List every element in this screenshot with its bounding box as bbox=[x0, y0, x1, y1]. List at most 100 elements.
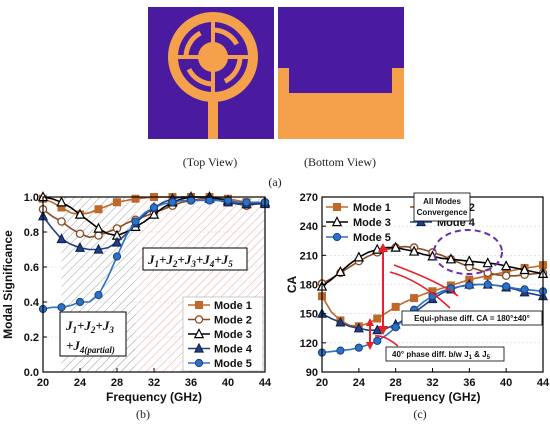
data-point bbox=[390, 241, 401, 252]
data-point bbox=[131, 194, 140, 203]
y-axis-label: CA bbox=[285, 276, 299, 294]
data-point bbox=[501, 271, 511, 280]
data-point bbox=[336, 346, 345, 355]
data-point bbox=[75, 297, 85, 307]
equi-phase-label: Equi-phase diff. CA = 180°±40° bbox=[414, 314, 530, 323]
legend-entry: Mode 1 bbox=[214, 300, 252, 312]
data-point bbox=[93, 222, 104, 233]
x-tick-label: 44 bbox=[537, 377, 550, 389]
legend-entry: Mode 5 bbox=[353, 232, 391, 244]
equi-phase-box bbox=[401, 310, 543, 326]
legend-entry: Mode 4 bbox=[214, 344, 253, 356]
data-point bbox=[391, 323, 400, 332]
arrow-head-down bbox=[378, 326, 388, 335]
data-point bbox=[111, 236, 123, 247]
data-point bbox=[335, 316, 346, 327]
x-tick-label: 32 bbox=[426, 377, 438, 389]
data-point bbox=[56, 196, 67, 207]
data-point bbox=[500, 260, 512, 271]
y-axis-label: Modal Significance bbox=[1, 230, 15, 339]
series-3 bbox=[316, 241, 549, 291]
data-point bbox=[74, 242, 86, 252]
series-layer bbox=[316, 241, 549, 357]
legend-entry: Mode 3 bbox=[353, 217, 391, 229]
x-tick-label: 36 bbox=[185, 377, 197, 389]
x-tick-label: 32 bbox=[148, 377, 160, 389]
data-point bbox=[482, 257, 493, 268]
data-point bbox=[186, 196, 196, 205]
ground-plane bbox=[278, 68, 404, 139]
legend-entry: Mode 5 bbox=[214, 358, 252, 370]
x-axis-label: Frequency (GHz) bbox=[384, 390, 480, 404]
data-point bbox=[465, 281, 474, 290]
arrow-head-up bbox=[378, 243, 388, 252]
annotation-box-partial bbox=[59, 311, 127, 357]
data-point bbox=[519, 264, 530, 275]
data-point bbox=[168, 198, 177, 207]
equi-phase-pointer bbox=[389, 271, 451, 309]
data-point bbox=[353, 251, 365, 262]
legend-marker bbox=[331, 216, 343, 227]
legend-entry: Mode 1 bbox=[353, 202, 391, 214]
data-point bbox=[445, 253, 457, 264]
top-view-antenna bbox=[148, 7, 274, 139]
data-point bbox=[502, 282, 511, 291]
legend-entry: Mode 2 bbox=[214, 315, 252, 327]
phase-arrows bbox=[366, 243, 459, 350]
x-tick-label: 20 bbox=[316, 377, 328, 389]
data-point bbox=[242, 198, 251, 207]
caption-c: (c) bbox=[413, 407, 426, 421]
y-tick-label: 180 bbox=[300, 280, 318, 292]
convergence-label-2: Convergence bbox=[417, 208, 468, 217]
caption-b: (b) bbox=[136, 407, 150, 421]
data-point bbox=[131, 217, 140, 226]
top-view-caption: (Top View) bbox=[183, 155, 238, 169]
x-tick-label: 20 bbox=[37, 377, 49, 389]
convergence-label-1: All Modes bbox=[423, 197, 461, 206]
y-tick-label: 270 bbox=[300, 192, 318, 204]
legend-marker bbox=[194, 300, 203, 309]
data-point bbox=[464, 255, 475, 266]
data-point bbox=[113, 198, 122, 207]
annotation-partial-currents: J1+J2+J3 +J4(partial) bbox=[59, 311, 127, 357]
data-point bbox=[353, 322, 364, 333]
x-tick-label: 24 bbox=[74, 377, 87, 389]
data-point bbox=[391, 302, 400, 311]
data-point bbox=[205, 196, 214, 205]
bottom-view-antenna bbox=[278, 7, 404, 139]
y-tick-label: 150 bbox=[300, 309, 318, 321]
y-tick-label: 1.0 bbox=[24, 192, 39, 204]
convergence-ellipse bbox=[433, 229, 503, 275]
y-tick-label: 0.8 bbox=[24, 227, 39, 239]
chart-modal-significance: 20 24 28 32 36 40 44 0.0 0.2 0.4 0.6 0.8 1.0 Frequen… bbox=[1, 191, 272, 404]
data-point bbox=[56, 233, 67, 244]
data-point bbox=[74, 208, 86, 219]
arrow-head-up-2 bbox=[366, 318, 374, 326]
data-point bbox=[520, 285, 529, 294]
data-point bbox=[354, 343, 363, 352]
annotation-box-all bbox=[142, 247, 248, 271]
x-tick-label: 40 bbox=[500, 377, 512, 389]
data-point bbox=[223, 196, 233, 205]
data-point bbox=[75, 229, 85, 238]
phase-40-box bbox=[385, 346, 505, 362]
x-tick-label: 44 bbox=[259, 377, 272, 389]
bottom-view-caption: (Bottom View) bbox=[304, 155, 376, 169]
data-point bbox=[148, 208, 160, 219]
legend: Mode 1 Mode 2 Mode 3 Mode 4 Mode 5 bbox=[182, 296, 264, 372]
data-point bbox=[93, 243, 104, 254]
equi-phase-pointer-2 bbox=[393, 264, 459, 297]
legend-marker bbox=[332, 202, 341, 211]
legend-marker bbox=[332, 232, 342, 242]
x-tick-label: 28 bbox=[111, 377, 123, 389]
y-tick-label: 0.4 bbox=[24, 297, 40, 309]
data-point bbox=[373, 314, 382, 323]
data-point bbox=[373, 336, 382, 345]
data-point bbox=[112, 252, 122, 261]
x-tick-label: 40 bbox=[222, 377, 234, 389]
y-tick-label: 240 bbox=[300, 221, 318, 233]
legend-marker bbox=[193, 342, 205, 353]
data-point bbox=[483, 280, 492, 289]
x-tick-label: 36 bbox=[463, 377, 475, 389]
